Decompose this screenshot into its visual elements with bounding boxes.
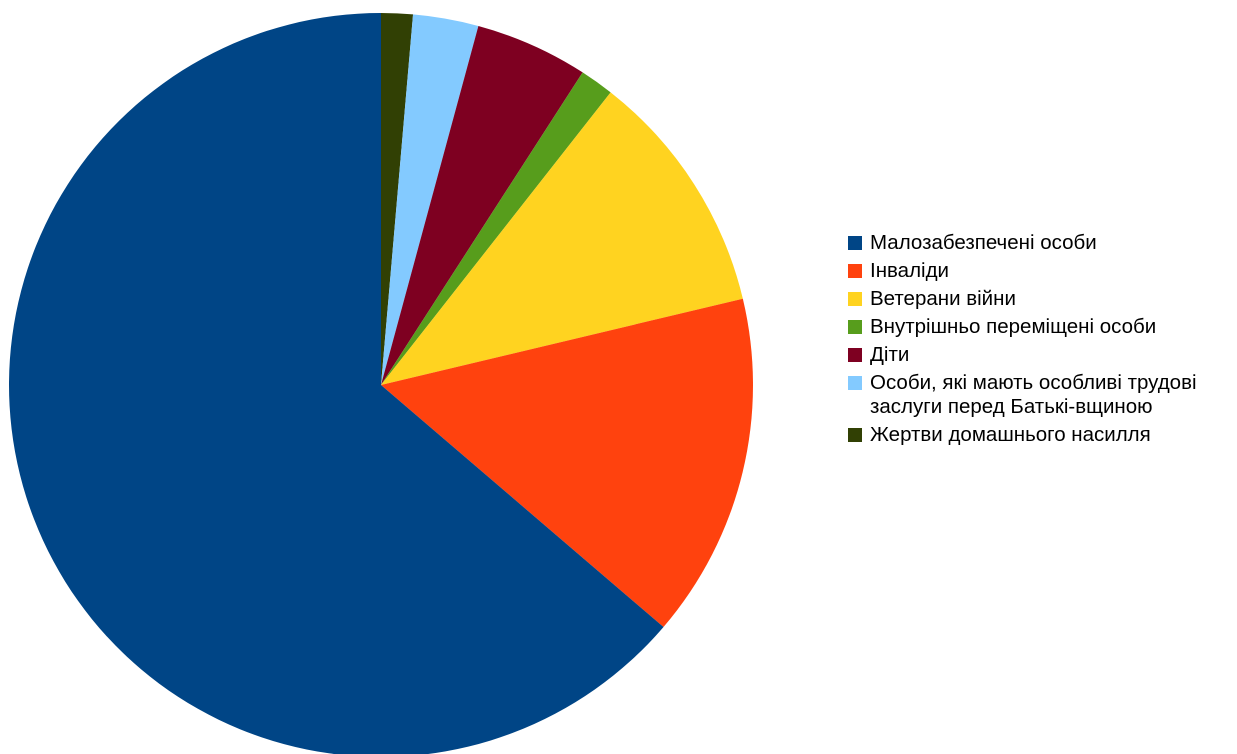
legend-label: Особи, які мають особливі трудові заслуг… — [870, 371, 1197, 418]
legend-item: Діти — [848, 343, 1228, 367]
pie-slice-5 — [381, 25, 583, 385]
legend-label: Малозабезпечені особи — [870, 231, 1097, 254]
pie-slice-4 — [381, 72, 611, 385]
pie-slice-7 — [381, 12, 414, 385]
pie-slice-1 — [9, 13, 664, 754]
pie-slice-2 — [381, 298, 753, 628]
legend-swatch — [848, 236, 862, 250]
legend-swatch — [848, 292, 862, 306]
legend-item: Малозабезпечені особи — [848, 231, 1228, 255]
legend-swatch — [848, 376, 862, 390]
legend-item: Внутрішньо переміщені особи — [848, 315, 1228, 339]
legend-label: Ветерани війни — [870, 287, 1016, 310]
legend-swatch — [848, 264, 862, 278]
legend-item: Особи, які мають особливі трудові заслуг… — [848, 371, 1228, 419]
legend-item: Ветерани війни — [848, 287, 1228, 311]
legend-swatch — [848, 348, 862, 362]
legend-label: Інваліди — [870, 259, 950, 282]
legend-item: Жертви домашнього насилля — [848, 423, 1228, 447]
legend-item: Інваліди — [848, 259, 1228, 283]
pie-chart — [9, 12, 753, 754]
chart-legend: Малозабезпечені особи Інваліди Ветерани ві… — [848, 231, 1228, 451]
legend-swatch — [848, 320, 862, 334]
legend-label: Жертви домашнього насилля — [870, 423, 1151, 446]
legend-label: Діти — [870, 343, 910, 366]
legend-swatch — [848, 428, 862, 442]
pie-slice-6 — [381, 14, 479, 385]
legend-label: Внутрішньо переміщені особи — [870, 315, 1157, 338]
pie-slice-3 — [381, 92, 743, 385]
